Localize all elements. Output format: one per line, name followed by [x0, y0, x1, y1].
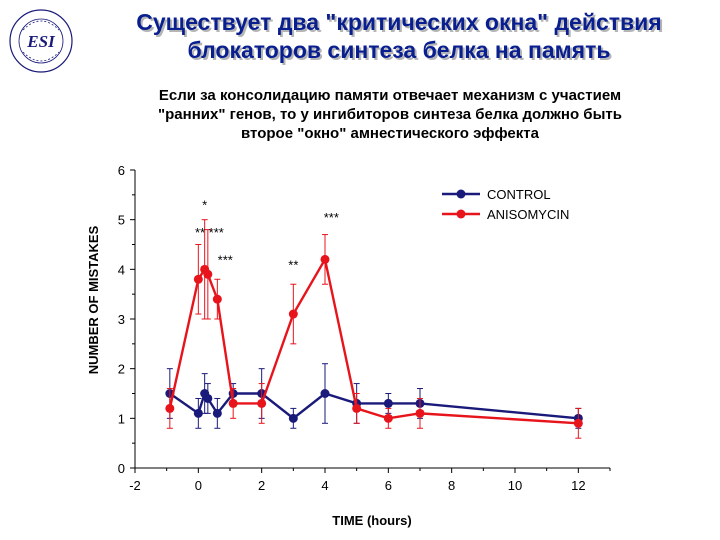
- y-tick-label: 0: [118, 461, 125, 476]
- slide-title: Существует два "критических окна" действ…: [84, 8, 714, 64]
- y-tick-label: 5: [118, 213, 125, 228]
- y-tick-label: 6: [118, 163, 125, 178]
- x-tick-label: -2: [129, 478, 141, 493]
- control-data-point: [193, 408, 203, 418]
- anisomycin-data-point: [573, 418, 583, 428]
- legend-anisomycin-label: ANISOMYCIN: [487, 207, 569, 222]
- legend-control-marker: [456, 189, 466, 199]
- anisomycin-data-point: [212, 294, 222, 304]
- control-data-point: [203, 393, 213, 403]
- x-tick-label: 0: [195, 478, 202, 493]
- anisomycin-data-point: [320, 254, 330, 264]
- significance-label: ** ***: [195, 225, 224, 240]
- slide-title-line-2: блокаторов синтеза белка на память: [187, 37, 611, 63]
- department-logo: ESI: [9, 9, 73, 73]
- subtitle-line-3: второе "окно" амнестического эффекта: [241, 125, 539, 142]
- anisomycin-data-point: [228, 398, 238, 408]
- slide-title-line-1: Существует два "критических окна" действ…: [136, 9, 662, 35]
- slide-subtitle: Если за консолидацию памяти отвечает мех…: [60, 86, 720, 143]
- x-tick-label: 12: [571, 478, 585, 493]
- x-tick-label: 4: [321, 478, 328, 493]
- significance-label: ***: [324, 210, 339, 225]
- control-data-point: [320, 389, 330, 398]
- legend-anisomycin-marker: [456, 209, 466, 219]
- control-data-point: [288, 413, 298, 423]
- significance-label: *: [202, 198, 207, 213]
- legend-control-label: CONTROL: [487, 187, 551, 202]
- anisomycin-data-point: [383, 413, 393, 423]
- anisomycin-data-point: [352, 403, 362, 413]
- anisomycin-data-point: [165, 403, 175, 413]
- x-tick-label: 8: [448, 478, 455, 493]
- subtitle-line-1: Если за консолидацию памяти отвечает мех…: [158, 87, 622, 104]
- y-axis-label: NUMBER OF MISTAKES: [86, 225, 101, 374]
- anisomycin-data-point: [257, 398, 267, 408]
- svg-text:ESI: ESI: [26, 32, 56, 51]
- x-axis-label: TIME (hours): [332, 513, 411, 528]
- anisomycin-data-point: [415, 408, 425, 418]
- y-tick-label: 4: [118, 262, 125, 277]
- significance-label: **: [288, 257, 298, 272]
- anisomycin-data-point: [193, 274, 203, 284]
- control-data-point: [212, 408, 222, 418]
- y-tick-label: 3: [118, 312, 125, 327]
- subtitle-line-2: "ранних" генов, то у ингибиторов синтеза…: [158, 106, 622, 123]
- control-data-point: [383, 398, 393, 408]
- significance-label: ***: [218, 252, 233, 267]
- x-tick-label: 6: [385, 478, 392, 493]
- y-tick-label: 1: [118, 411, 125, 426]
- anisomycin-data-point: [288, 309, 298, 319]
- x-tick-label: 10: [508, 478, 522, 493]
- x-tick-label: 2: [258, 478, 265, 493]
- anisomycin-data-point: [203, 269, 213, 279]
- anisomycin-series-line: [168, 256, 579, 425]
- y-tick-label: 2: [118, 362, 125, 377]
